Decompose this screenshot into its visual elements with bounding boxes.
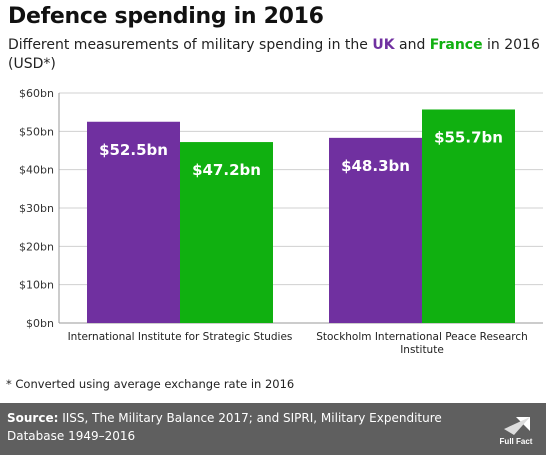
logo-mark-shadow	[504, 417, 530, 435]
bar-value-label: $52.5bn	[99, 141, 168, 159]
subtitle-text-middle: and	[394, 37, 430, 53]
subtitle-uk: UK	[372, 37, 395, 53]
bar-france	[180, 142, 273, 323]
y-tick-label: $0bn	[26, 317, 54, 330]
bar-uk	[87, 121, 180, 323]
y-tick-label: $30bn	[19, 202, 54, 215]
subtitle-text-end: in 2016 (USD*)	[8, 37, 540, 72]
y-tick-label: $20bn	[19, 240, 54, 253]
y-tick-label: $60bn	[19, 87, 54, 100]
bar-value-label: $55.7bn	[434, 128, 503, 146]
source-text: Source: IISS, The Military Balance 2017;…	[7, 409, 477, 445]
category-label: Stockholm International Peace Research	[316, 331, 528, 343]
chart-subtitle: Different measurements of military spend…	[8, 36, 543, 74]
source-citation: IISS, The Military Balance 2017; and SIP…	[7, 411, 442, 443]
bar-chart: $0bn $10bn $20bn $30bn $40bn $50bn $60bn $52.5b…	[19, 87, 543, 356]
bar-value-label: $48.3bn	[341, 157, 410, 175]
bar-uk	[329, 137, 422, 323]
source-label: Source:	[7, 411, 59, 425]
y-tick-label: $50bn	[19, 125, 54, 138]
bar-france	[422, 109, 515, 323]
full-fact-logo: Full Fact	[500, 417, 533, 446]
y-tick-label: $40bn	[19, 164, 54, 177]
source-footer: Source: IISS, The Military Balance 2017;…	[0, 403, 546, 455]
logo-text: Full Fact	[500, 437, 533, 446]
y-tick-label: $10bn	[19, 279, 54, 292]
subtitle-france: France	[429, 37, 483, 53]
bar-value-label: $47.2bn	[192, 161, 261, 179]
category-label: Institute	[400, 344, 444, 356]
subtitle-text-start: Different measurements of military spend…	[8, 37, 373, 53]
footnote: * Converted using average exchange rate …	[6, 377, 295, 391]
chart-title: Defence spending in 2016	[8, 4, 324, 29]
category-label: International Institute for Strategic St…	[68, 331, 293, 343]
